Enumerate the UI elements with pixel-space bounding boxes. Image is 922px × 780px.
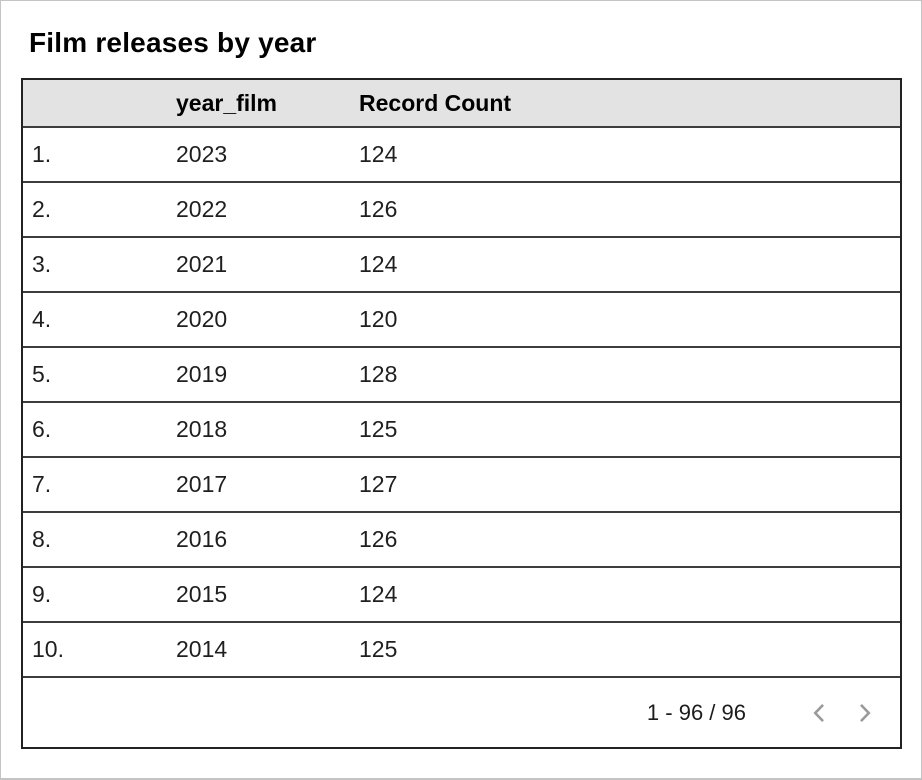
row-index-cell: 8. — [32, 526, 52, 552]
record-count-cell: 125 — [359, 636, 398, 662]
table-row: 10. 2014 125 — [23, 623, 900, 678]
row-index-cell: 9. — [32, 581, 52, 607]
data-table: year_film Record Count 1. 2023 124 2. 20… — [21, 78, 902, 749]
table-row: 6. 2018 125 — [23, 403, 900, 458]
table-row: 1. 2023 124 — [23, 128, 900, 183]
table-row: 9. 2015 124 — [23, 568, 900, 623]
record-count-cell: 126 — [359, 526, 398, 552]
year-film-cell: 2015 — [176, 581, 228, 607]
table-row: 5. 2019 128 — [23, 348, 900, 403]
chevron-left-icon — [807, 700, 833, 726]
row-index-cell: 2. — [32, 196, 52, 222]
year-film-cell: 2022 — [176, 196, 228, 222]
table-row: 8. 2016 126 — [23, 513, 900, 568]
year-film-cell: 2016 — [176, 526, 228, 552]
year-film-cell: 2014 — [176, 636, 228, 662]
record-count-cell: 127 — [359, 471, 398, 497]
year-film-cell: 2021 — [176, 251, 228, 277]
row-index-cell: 6. — [32, 416, 52, 442]
year-film-cell: 2018 — [176, 416, 228, 442]
table-header-row: year_film Record Count — [23, 80, 900, 128]
header-cell-year-film[interactable]: year_film — [176, 89, 278, 116]
table-row: 3. 2021 124 — [23, 238, 900, 293]
record-count-cell: 126 — [359, 196, 398, 222]
year-film-cell: 2023 — [176, 141, 228, 167]
record-count-cell: 124 — [359, 251, 398, 277]
table-row: 7. 2017 127 — [23, 458, 900, 513]
table-row: 4. 2020 120 — [23, 293, 900, 348]
page-title: Film releases by year — [29, 27, 317, 58]
table-footer: 1 - 96 / 96 — [23, 678, 900, 747]
prev-page-button[interactable] — [798, 691, 842, 735]
year-film-cell: 2019 — [176, 361, 228, 387]
row-index-cell: 3. — [32, 251, 52, 277]
record-count-cell: 124 — [359, 141, 398, 167]
year-film-cell: 2020 — [176, 306, 228, 332]
table-row: 2. 2022 126 — [23, 183, 900, 238]
year-film-cell: 2017 — [176, 471, 228, 497]
record-count-cell: 120 — [359, 306, 398, 332]
row-index-cell: 4. — [32, 306, 52, 332]
chevron-right-icon — [851, 700, 877, 726]
next-page-button[interactable] — [842, 691, 886, 735]
row-index-cell: 10. — [32, 636, 64, 662]
pagination-label: 1 - 96 / 96 — [646, 699, 746, 725]
record-count-cell: 128 — [359, 361, 398, 387]
row-index-cell: 7. — [32, 471, 52, 497]
header-cell-record-count[interactable]: Record Count — [359, 89, 512, 116]
record-count-cell: 124 — [359, 581, 398, 607]
record-count-cell: 125 — [359, 416, 398, 442]
row-index-cell: 5. — [32, 361, 52, 387]
row-index-cell: 1. — [32, 141, 52, 167]
